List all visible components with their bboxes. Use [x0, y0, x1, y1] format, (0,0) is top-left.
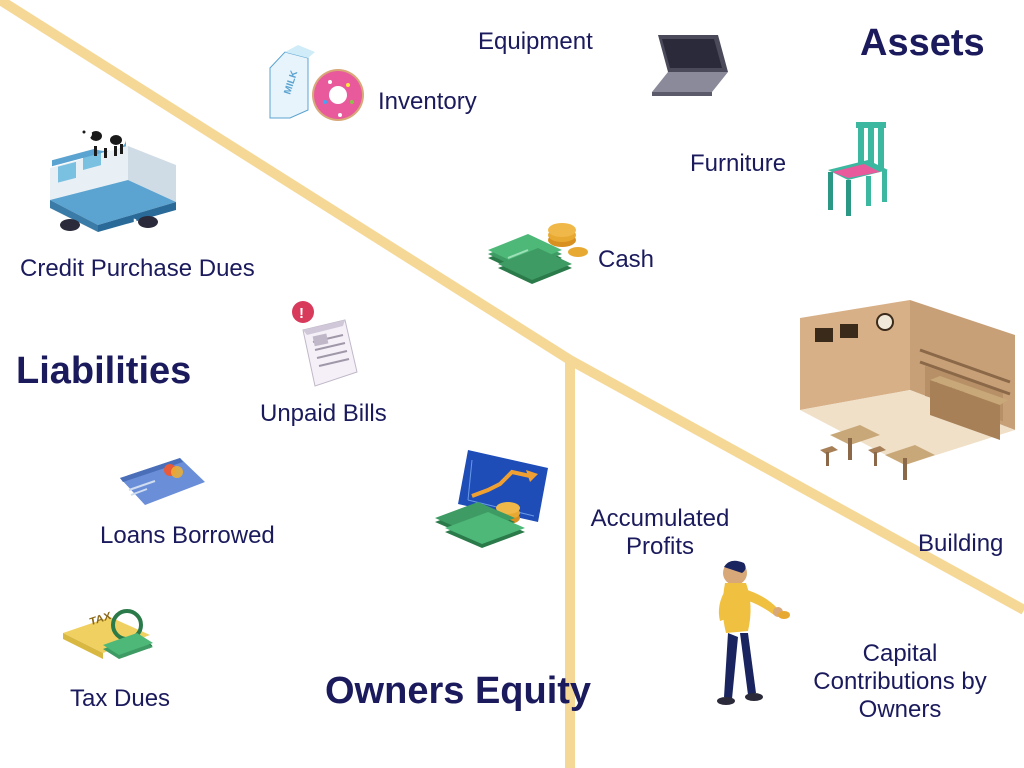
inventory-label: Inventory [378, 88, 477, 116]
capital-contributions-label: Capital Contributions by Owners [800, 640, 1000, 724]
tax-docs-icon: TAX [55, 595, 165, 675]
bill-receipt-icon: ! [285, 300, 365, 390]
accumulated-profits-label: Accumulated Profits [570, 505, 750, 561]
tax-dues-label: Tax Dues [70, 685, 170, 713]
milk-donut-icon: MILK [260, 40, 370, 130]
loans-borrowed-label: Loans Borrowed [100, 522, 275, 550]
laptop-icon [640, 30, 730, 100]
building-label: Building [918, 530, 1003, 558]
owners-equity-title: Owners Equity [325, 670, 591, 713]
cafe-building-icon: Cafe [790, 300, 1020, 510]
credit-card-icon [115, 450, 210, 515]
cash-label: Cash [598, 246, 654, 274]
furniture-label: Furniture [690, 150, 786, 178]
chart-cash-icon [430, 440, 570, 560]
chair-icon [820, 120, 890, 220]
milk-truck-icon: MILK [38, 110, 188, 250]
equipment-label: Equipment [478, 28, 593, 56]
cash-pile-icon [480, 210, 590, 290]
svg-text:!: ! [299, 305, 304, 322]
unpaid-bills-label: Unpaid Bills [260, 400, 387, 428]
assets-title: Assets [860, 22, 985, 65]
person-coin-icon [700, 555, 790, 715]
credit-purchase-label: Credit Purchase Dues [20, 255, 255, 283]
liabilities-title: Liabilities [16, 350, 191, 393]
